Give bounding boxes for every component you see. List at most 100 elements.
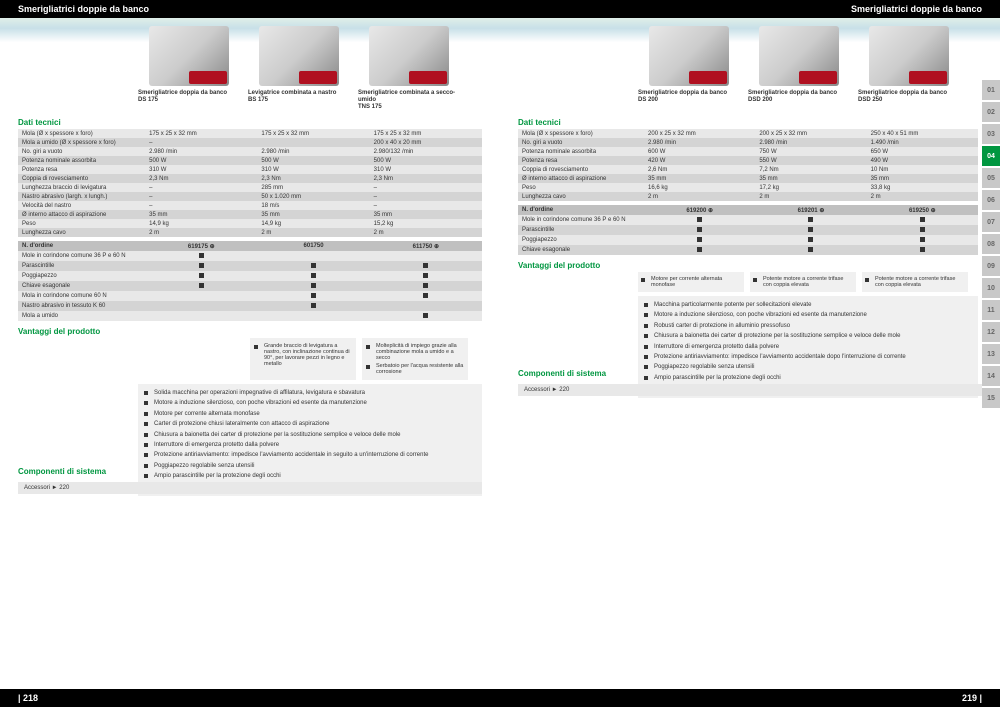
feature-item: Protezione antiriavviamento: impedisce l…	[644, 352, 972, 362]
order-table-left: N. d'ordine619175 ⊕601750611750 ⊕	[18, 241, 482, 251]
components-right: Componenti di sistema Accessori ► 220	[518, 369, 982, 396]
spec-value: 33,8 kg	[867, 183, 978, 192]
spec-label: Ø interno attacco di aspirazione	[518, 174, 644, 183]
section-tab[interactable]: 08	[982, 234, 1000, 254]
order-num: 619201 ⊕	[755, 205, 866, 215]
order-num: 619250 ⊕	[867, 205, 978, 215]
equip-mark	[257, 271, 369, 281]
spec-row: Coppia di rovesciamento2,6 Nm7,2 Nm10 Nm	[518, 165, 978, 174]
spec-row: Peso16,6 kg17,2 kg33,8 kg	[518, 183, 978, 192]
spec-value: 35 mm	[145, 210, 257, 219]
section-tab[interactable]: 04	[982, 146, 1000, 166]
spec-value: 600 W	[644, 147, 755, 156]
spec-row: Lunghezza cavo2 m2 m2 m	[18, 228, 482, 237]
tabs: 010203040506070809101112131415	[982, 80, 1000, 410]
spec-row: Lunghezza braccio di levigatura–285 mm–	[18, 183, 482, 192]
section-tab[interactable]: 03	[982, 124, 1000, 144]
equip-row: Poggiapezzo	[518, 235, 978, 245]
page-title: Smerigliatrici doppie da banco	[18, 4, 149, 14]
feature-item: Interruttore di emergenza protetto dalla…	[644, 342, 972, 352]
feature-item: Chiusura a baionetta dei carter di prote…	[144, 430, 476, 440]
feature-item: Motore a induzione silenzioso, con poche…	[644, 310, 972, 320]
spec-row: Ø interno attacco di aspirazione35 mm35 …	[18, 210, 482, 219]
equip-mark	[644, 215, 755, 225]
equip-mark	[257, 251, 369, 261]
sub-feature-item: Serbatoio per l'acqua resistente alla co…	[366, 362, 464, 376]
section-tab[interactable]: 07	[982, 212, 1000, 232]
footer-right: 219 |	[500, 689, 1000, 707]
equip-mark	[370, 301, 482, 311]
spec-value: 2,3 Nm	[257, 174, 369, 183]
product-col: Levigatrice combinata a nastroBS 175	[248, 26, 350, 112]
section-tab[interactable]: 01	[982, 80, 1000, 100]
spec-value: 500 W	[145, 156, 257, 165]
equip-label: Nastro abrasivo in tessuto K 60	[18, 301, 145, 311]
spec-value: 500 W	[370, 156, 482, 165]
section-tab[interactable]: 12	[982, 322, 1000, 342]
section-tab[interactable]: 02	[982, 102, 1000, 122]
spec-row: Mola (Ø x spessore x foro)175 x 25 x 32 …	[18, 129, 482, 138]
spec-row: Coppia di rovesciamento2,3 Nm2,3 Nm2,3 N…	[18, 174, 482, 183]
spec-value: 14,9 kg	[145, 219, 257, 228]
spec-row: Ø interno attacco di aspirazione35 mm35 …	[518, 174, 978, 183]
comp-box-right: Accessori ► 220	[518, 384, 982, 396]
spec-value: –	[370, 192, 482, 201]
feature-item: Protezione antiriavviamento: impedisce l…	[144, 450, 476, 460]
header-right: Smerigliatrici doppie da banco	[500, 0, 1000, 18]
spec-value: 35 mm	[257, 210, 369, 219]
spec-value: 2,6 Nm	[644, 165, 755, 174]
spec-value: 2,3 Nm	[370, 174, 482, 183]
product-image	[649, 26, 729, 86]
section-tab[interactable]: 06	[982, 190, 1000, 210]
product-col: Smerigliatrice doppia da bancoDS 175	[138, 26, 240, 112]
section-tab[interactable]: 05	[982, 168, 1000, 188]
spec-label: No. giri a vuoto	[18, 147, 145, 156]
components-left: Componenti di sistema Accessori ► 220	[18, 467, 482, 494]
product-name: Smerigliatrice doppia da bancoDSD 200	[748, 90, 850, 112]
product-col: Smerigliatrice doppia da bancoDSD 200	[748, 26, 850, 112]
spec-value: 285 mm	[257, 183, 369, 192]
section-tab[interactable]: 15	[982, 388, 1000, 408]
spec-label: Nastro abrasivo (largh. x lungh.)	[18, 192, 145, 201]
equip-label: Mola in corindone comune 60 N	[18, 291, 145, 301]
spec-label: Peso	[518, 183, 644, 192]
spec-label: Potenza resa	[18, 165, 145, 174]
section-tab[interactable]: 14	[982, 366, 1000, 386]
order-label: N. d'ordine	[518, 205, 644, 215]
equip-mark	[145, 271, 257, 281]
spec-row: Mola (Ø x spessore x foro)200 x 25 x 32 …	[518, 129, 978, 138]
spec-value: 17,2 kg	[755, 183, 866, 192]
products-right: Smerigliatrice doppia da bancoDS 200Smer…	[638, 26, 978, 112]
spec-value: –	[145, 201, 257, 210]
spec-value: 2.980 /min	[145, 147, 257, 156]
spec-value: 2 m	[145, 228, 257, 237]
section-tab[interactable]: 10	[982, 278, 1000, 298]
feature-item: Motore a induzione silenzioso, con poche…	[144, 398, 476, 408]
equip-label: Mole in corindone comune 36 P e 60 N	[518, 215, 644, 225]
equip-mark	[755, 225, 866, 235]
spec-value: 2,3 Nm	[145, 174, 257, 183]
equip-label: Parascintille	[518, 225, 644, 235]
order-row: N. d'ordine619200 ⊕619201 ⊕619250 ⊕	[518, 205, 978, 215]
section-tab[interactable]: 11	[982, 300, 1000, 320]
section-tab[interactable]: 09	[982, 256, 1000, 276]
spec-row: Potenza nominale assorbita500 W500 W500 …	[18, 156, 482, 165]
order-table-right: N. d'ordine619200 ⊕619201 ⊕619250 ⊕	[518, 205, 978, 215]
spec-value: 10 Nm	[867, 165, 978, 174]
spec-row: No. giri a vuoto2.980 /min2.980 /min1.49…	[518, 138, 978, 147]
sub-feature-col: Molteplicità di impiego grazie alla comb…	[362, 338, 468, 380]
spec-value: 310 W	[257, 165, 369, 174]
spec-label: Velocità del nastro	[18, 201, 145, 210]
spec-value: 550 W	[755, 156, 866, 165]
equip-table-left: Mole in corindone comune 36 P e 60 NPara…	[18, 251, 482, 321]
equip-label: Poggiapezzo	[518, 235, 644, 245]
section-tab[interactable]: 13	[982, 344, 1000, 364]
equip-mark	[257, 291, 369, 301]
equip-row: Chiave esagonale	[518, 245, 978, 255]
feature-item: Carter di protezione chiusi lateralmente…	[144, 419, 476, 429]
equip-row: Nastro abrasivo in tessuto K 60	[18, 301, 482, 311]
equip-mark	[644, 225, 755, 235]
motor-item: Potente motore a corrente trifase con co…	[753, 275, 853, 289]
spec-value: 2 m	[755, 192, 866, 201]
spec-value: 250 x 40 x 51 mm	[867, 129, 978, 138]
